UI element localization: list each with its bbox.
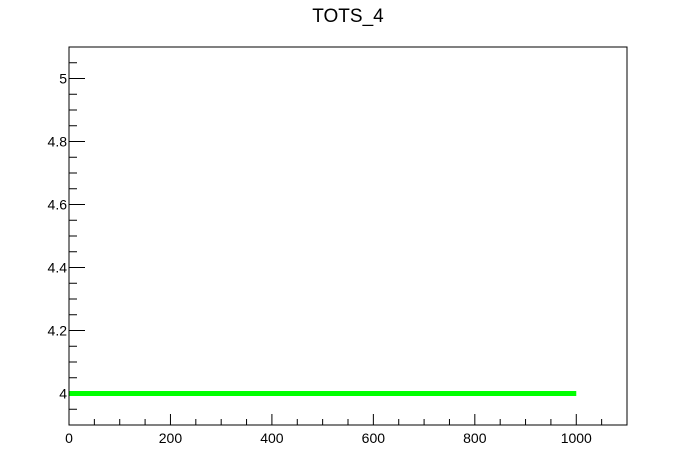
x-tick-label: 0: [65, 430, 73, 446]
y-tick-label: 4: [59, 386, 67, 402]
y-tick-label: 4.6: [48, 197, 68, 213]
y-tick-label: 4.4: [48, 260, 68, 276]
y-tick-label: 5: [59, 71, 67, 87]
x-tick-label: 1000: [561, 430, 592, 446]
x-tick-label: 400: [260, 430, 284, 446]
y-tick-label: 4.2: [48, 323, 68, 339]
x-axis: 0 200 400 600 800 1000: [65, 414, 628, 446]
chart-title: TOTS_4: [312, 6, 384, 27]
y-tick-label: 4.8: [48, 134, 68, 150]
x-tick-label: 800: [463, 430, 487, 446]
y-axis: 4 4.2 4.4 4.6 4.8 5: [48, 46, 85, 426]
x-tick-label: 600: [362, 430, 386, 446]
x-tick-label: 200: [159, 430, 183, 446]
plot-frame: [68, 46, 628, 426]
